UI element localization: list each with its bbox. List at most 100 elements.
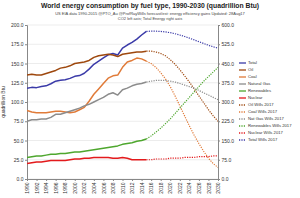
x-tick-mark: [46, 179, 47, 181]
x-tick-label: 2010: [120, 182, 126, 193]
y-tick-mark: [25, 141, 27, 142]
y2-tick-label: 450.0: [222, 61, 235, 67]
legend-swatch: [239, 69, 246, 70]
x-tick-mark: [94, 179, 95, 181]
x-tick-mark: [132, 179, 133, 181]
lines: [27, 31, 218, 167]
legend-item: Renewables Wills 2017: [239, 123, 292, 128]
x-tick-label: 1996: [53, 182, 59, 193]
x-tick: 2004: [91, 179, 97, 194]
x-tick-mark: [27, 179, 28, 181]
y2-tick: 0.0: [218, 176, 229, 182]
y-tick-label: 0.0: [17, 176, 24, 182]
x-tick-mark: [75, 179, 76, 181]
x-tick: 2002: [81, 179, 87, 194]
y2-tick-mark: [218, 160, 220, 161]
x-tick-mark: [84, 179, 85, 181]
y-tick-mark: [25, 102, 27, 103]
legend-item: Oil: [239, 67, 253, 72]
legend-label: Total: [248, 60, 257, 65]
y-tick-mark: [25, 179, 27, 180]
series-line: [27, 139, 146, 157]
y-tick-label: 75.0: [14, 118, 24, 124]
legend-label: Renewables Wills 2017: [248, 123, 292, 128]
legend-item: Renewables: [239, 88, 271, 93]
x-tick: 1992: [34, 179, 40, 194]
grid-line: [27, 140, 218, 141]
y2-tick-mark: [218, 179, 220, 180]
y-axis-title: quadrillion Btu: [0, 86, 6, 118]
x-tick-label: 2014: [139, 182, 145, 193]
y2-tick-mark: [218, 102, 220, 103]
y-tick: 100.0: [11, 99, 27, 105]
x-tick: 1990: [24, 179, 30, 194]
legend-swatch: [239, 104, 246, 105]
x-tick-label: 2004: [91, 182, 97, 193]
legend-item: Oil Wills 2017: [239, 102, 274, 107]
chart-svg: World energy consumption by fuel type, 1…: [0, 0, 300, 198]
y2-tick-mark: [218, 141, 220, 142]
y-tick: 175.0: [11, 41, 27, 47]
y2-tick: 375.0: [218, 80, 234, 86]
legend-label: Nuclear Wills 2017: [248, 130, 284, 135]
x-tick-mark: [189, 179, 190, 181]
axis-line: [219, 26, 221, 180]
x-tick: 1994: [43, 179, 49, 194]
legend-item: Coal Wills 2017: [239, 109, 278, 114]
x-tick: 2020: [167, 179, 173, 194]
series-line: [146, 31, 218, 48]
y2-tick-mark: [218, 121, 220, 122]
x-tick-label: 2000: [72, 182, 78, 193]
x-tick-label: 2022: [177, 182, 183, 193]
x-tick: 2012: [129, 179, 135, 194]
x-tick-mark: [208, 179, 209, 181]
x-tick: 2016: [148, 179, 154, 194]
x-tick-label: 2012: [129, 182, 135, 193]
x-tick: 2022: [177, 179, 183, 194]
series-line: [146, 156, 218, 160]
grid-line: [27, 25, 218, 26]
x-tick-mark: [151, 179, 152, 181]
y2-tick-label: 225.0: [222, 118, 235, 124]
legend-item: Nuclear Wills 2017: [239, 130, 284, 135]
series-line: [27, 31, 146, 88]
x-tick: 2000: [72, 179, 78, 194]
x-tick-label: 2006: [101, 182, 107, 193]
x-tick: 1998: [62, 179, 68, 194]
y-tick-label: 200.0: [11, 22, 24, 28]
legend-label: Renewables: [248, 88, 271, 93]
x-tick-label: 2018: [158, 182, 164, 193]
x-tick: 2030: [215, 179, 221, 194]
legend-item: Coal: [239, 74, 257, 79]
y-tick-label: 175.0: [11, 41, 24, 47]
legend-swatch: [239, 62, 246, 63]
y2-tick-mark: [218, 83, 220, 84]
legend-label: Nat Gas Wills 2017: [248, 116, 285, 121]
legend-swatch: [239, 111, 246, 112]
legend-label: Natural Gas: [248, 81, 270, 86]
legend-swatch: [239, 90, 246, 91]
y2-tick-label: 600.0: [222, 22, 235, 28]
legend-swatch: [239, 139, 246, 140]
grid-line: [27, 44, 218, 45]
series-line: [27, 51, 146, 75]
legend-label: Nuclear: [248, 95, 263, 100]
axis-line: [28, 180, 219, 182]
x-tick-label: 2002: [81, 182, 87, 193]
x-axis: 1990 19921994 19961998 20002002 2004 20062008…: [24, 179, 221, 194]
x-tick: 2008: [110, 179, 116, 194]
y-tick-label: 125.0: [11, 80, 24, 86]
y-tick: 125.0: [11, 80, 27, 86]
y-tick-label: 50.0: [14, 138, 24, 144]
grid-line: [27, 102, 218, 103]
y-tick-mark: [25, 44, 27, 45]
y-tick-mark: [25, 83, 27, 84]
title: World energy consumption by fuel type, 1…: [41, 2, 259, 10]
y2-tick-label: 75.0: [222, 157, 232, 163]
legend-item: Nat Gas Wills 2017: [239, 116, 285, 121]
legend-label: Coal Wills 2017: [248, 109, 278, 114]
x-tick-label: 1994: [43, 182, 49, 193]
y2-tick-label: 525.0: [222, 41, 235, 47]
series-line: [146, 80, 218, 99]
x-tick-mark: [199, 179, 200, 181]
